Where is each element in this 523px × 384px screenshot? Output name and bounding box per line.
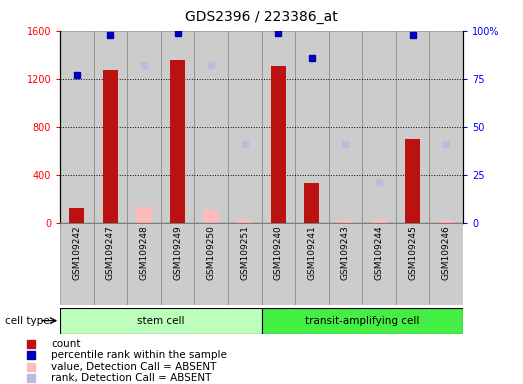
Text: GSM109244: GSM109244 bbox=[374, 225, 383, 280]
Text: cell type: cell type bbox=[5, 316, 50, 326]
Bar bbox=[262, 308, 463, 334]
Bar bbox=[170, 60, 185, 223]
Bar bbox=[70, 208, 85, 223]
Bar bbox=[338, 220, 353, 223]
Bar bbox=[328, 223, 362, 305]
Bar bbox=[362, 223, 396, 305]
Bar bbox=[137, 207, 152, 223]
Bar bbox=[60, 223, 94, 305]
Bar bbox=[60, 308, 262, 334]
Bar bbox=[228, 31, 262, 223]
Bar bbox=[362, 31, 396, 223]
Text: GSM109240: GSM109240 bbox=[274, 225, 283, 280]
Text: GSM109241: GSM109241 bbox=[308, 225, 316, 280]
Text: value, Detection Call = ABSENT: value, Detection Call = ABSENT bbox=[51, 362, 217, 372]
Bar bbox=[396, 223, 429, 305]
Bar bbox=[429, 31, 463, 223]
Text: GSM109243: GSM109243 bbox=[341, 225, 350, 280]
Bar bbox=[237, 220, 252, 223]
Bar bbox=[161, 31, 195, 223]
Bar bbox=[127, 31, 161, 223]
Bar bbox=[195, 31, 228, 223]
Text: GSM109248: GSM109248 bbox=[140, 225, 149, 280]
Bar bbox=[203, 210, 219, 223]
Bar bbox=[228, 223, 262, 305]
Bar bbox=[271, 66, 286, 223]
Bar bbox=[161, 223, 195, 305]
Text: GSM109247: GSM109247 bbox=[106, 225, 115, 280]
Bar bbox=[396, 31, 429, 223]
Text: GDS2396 / 223386_at: GDS2396 / 223386_at bbox=[185, 10, 338, 23]
Bar bbox=[262, 223, 295, 305]
Bar bbox=[328, 31, 362, 223]
Text: GSM109245: GSM109245 bbox=[408, 225, 417, 280]
Bar bbox=[304, 183, 320, 223]
Text: GSM109251: GSM109251 bbox=[240, 225, 249, 280]
Bar bbox=[295, 31, 328, 223]
Bar bbox=[295, 223, 328, 305]
Bar bbox=[103, 70, 118, 223]
Text: transit-amplifying cell: transit-amplifying cell bbox=[305, 316, 419, 326]
Text: rank, Detection Call = ABSENT: rank, Detection Call = ABSENT bbox=[51, 373, 212, 383]
Text: GSM109242: GSM109242 bbox=[72, 225, 82, 280]
Text: stem cell: stem cell bbox=[137, 316, 185, 326]
Text: percentile rank within the sample: percentile rank within the sample bbox=[51, 350, 228, 360]
Bar bbox=[195, 223, 228, 305]
Bar bbox=[262, 31, 295, 223]
Text: GSM109246: GSM109246 bbox=[441, 225, 451, 280]
Bar bbox=[438, 220, 453, 223]
Text: GSM109250: GSM109250 bbox=[207, 225, 215, 280]
Bar bbox=[405, 139, 420, 223]
Bar bbox=[127, 223, 161, 305]
Bar bbox=[94, 223, 127, 305]
Bar bbox=[429, 223, 463, 305]
Text: GSM109249: GSM109249 bbox=[173, 225, 182, 280]
Bar bbox=[60, 31, 94, 223]
Bar bbox=[94, 31, 127, 223]
Text: count: count bbox=[51, 339, 81, 349]
Bar bbox=[371, 220, 386, 223]
